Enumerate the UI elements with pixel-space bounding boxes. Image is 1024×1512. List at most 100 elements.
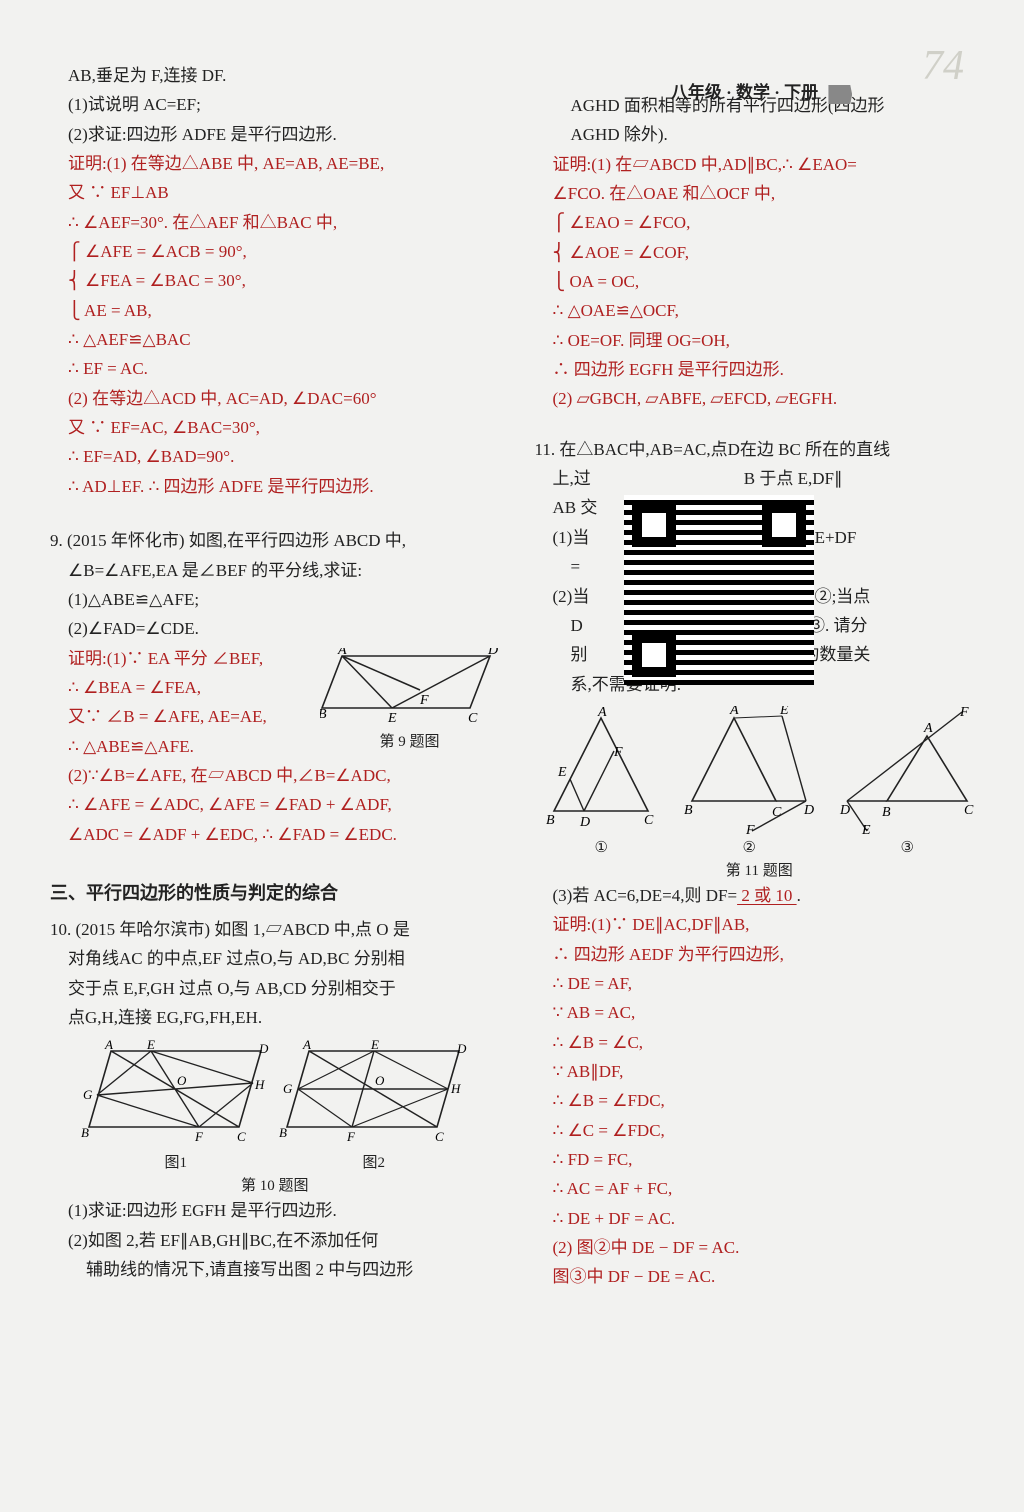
svg-text:E: E bbox=[370, 1039, 379, 1052]
svg-text:E: E bbox=[557, 765, 567, 780]
svg-text:D: D bbox=[803, 803, 814, 818]
q11-answer: ∵ AB = AC, bbox=[535, 1000, 985, 1026]
header-band: 八年级 · 数学 · 下册 bbox=[539, 78, 984, 104]
q11-part3-post: . bbox=[797, 886, 801, 905]
q11-part3: (3)若 AC=6,DE=4,则 DF= 2 或 10 . bbox=[535, 883, 985, 909]
left-column: AB,垂足为 F,连接 DF. (1)试说明 AC=EF; (2)求证:四边形 … bbox=[50, 60, 500, 1294]
q11-part3-pre: (3)若 AC=6,DE=4,则 DF= bbox=[553, 886, 738, 905]
svg-text:F: F bbox=[959, 706, 969, 720]
q8-line: (1)试说明 AC=EF; bbox=[50, 92, 500, 118]
q8-answer: ∴ EF=AD, ∠BAD=90°. bbox=[50, 444, 500, 470]
svg-text:C: C bbox=[772, 805, 782, 820]
svg-text:C: C bbox=[435, 1129, 444, 1144]
svg-text:E: E bbox=[146, 1039, 155, 1052]
q11-fig2: A E B C D F ② bbox=[674, 706, 824, 857]
q9-answer: ∴ ∠AFE = ∠ADC, ∠AFE = ∠FAD + ∠ADF, bbox=[50, 792, 500, 818]
svg-text:A: A bbox=[302, 1039, 311, 1052]
q11-answer: ∴ ∠B = ∠C, bbox=[535, 1030, 985, 1056]
q9-block: 9. (2015 年怀化市) 如图,在平行四边形 ABCD 中, ∠B=∠AFE… bbox=[50, 528, 500, 851]
q10-tail: (1)求证:四边形 EGFH 是平行四边形. bbox=[50, 1198, 500, 1224]
header-arrow-icon bbox=[828, 85, 852, 104]
svg-text:E: E bbox=[861, 823, 871, 836]
q9-figure-label: 第 9 题图 bbox=[320, 730, 500, 751]
q11-stem: 11. 在△BAC中,AB=AC,点D在边 BC 所在的直线 bbox=[535, 437, 985, 463]
header-grade: 八年级 bbox=[671, 83, 722, 102]
svg-text:B: B bbox=[279, 1125, 287, 1140]
q11-answer: ∴ 四边形 AEDF 为平行四边形, bbox=[535, 942, 985, 968]
q8-answer: ⎧ ∠AFE = ∠ACB = 90°, bbox=[50, 239, 500, 265]
q10-answer: 证明:(1) 在▱ABCD 中,AD∥BC,∴ ∠EAO= bbox=[535, 152, 985, 178]
q11-answer: ∵ AB∥DF, bbox=[535, 1059, 985, 1085]
q11-circ1: ① bbox=[536, 838, 666, 857]
q11-answer: ∴ ∠C = ∠FDC, bbox=[535, 1118, 985, 1144]
q10-answer: ⎩ OA = OC, bbox=[535, 269, 985, 295]
q10-fig1-label: 图1 bbox=[81, 1151, 271, 1172]
svg-text:D: D bbox=[487, 648, 498, 658]
q10-tail: 辅助线的情况下,请直接写出图 2 中与四边形 bbox=[50, 1257, 500, 1283]
q11-circ2: ② bbox=[674, 838, 824, 857]
q11-answer: ∴ DE = AF, bbox=[535, 971, 985, 997]
svg-text:B: B bbox=[81, 1125, 89, 1140]
q8-answer: 又 ∵ EF⊥AB bbox=[50, 180, 500, 206]
svg-text:A: A bbox=[923, 721, 933, 736]
q10-answer: ⎨ ∠AOE = ∠COF, bbox=[535, 240, 985, 266]
svg-text:H: H bbox=[254, 1077, 265, 1092]
q8-answer: ∴ AD⊥EF. ∴ 四边形 ADFE 是平行四边形. bbox=[50, 474, 500, 500]
q10-stem: 交于点 E,F,GH 过点 O,与 AB,CD 分别相交于 bbox=[50, 976, 500, 1002]
svg-text:D: D bbox=[258, 1041, 269, 1056]
q10-fig2: A E D G O H B F C 图2 bbox=[279, 1039, 469, 1172]
svg-text:C: C bbox=[644, 813, 654, 828]
q11-answer: ∴ AC = AF + FC, bbox=[535, 1176, 985, 1202]
svg-text:A: A bbox=[104, 1039, 113, 1052]
svg-text:B: B bbox=[684, 803, 693, 818]
q11-figures: A E F B D C ① A E B bbox=[535, 706, 985, 857]
q8-answer: (2) 在等边△ACD 中, AC=AD, ∠DAC=60° bbox=[50, 386, 500, 412]
q8-answer: ⎨ ∠FEA = ∠BAC = 30°, bbox=[50, 268, 500, 294]
svg-text:D: D bbox=[579, 815, 590, 830]
q10-answer: ⎧ ∠EAO = ∠FCO, bbox=[535, 210, 985, 236]
section-3-title: 三、平行四边形的性质与判定的综合 bbox=[50, 879, 500, 905]
q11-answer: ∴ DE + DF = AC. bbox=[535, 1206, 985, 1232]
svg-text:H: H bbox=[450, 1081, 461, 1096]
q9-stem: (2)∠FAD=∠CDE. bbox=[50, 616, 500, 642]
svg-text:F: F bbox=[194, 1129, 204, 1144]
q10-answer: ∴ 四边形 EGFH 是平行四边形. bbox=[535, 357, 985, 383]
svg-text:D: D bbox=[456, 1041, 467, 1056]
svg-text:C: C bbox=[964, 803, 974, 818]
svg-text:G: G bbox=[83, 1087, 93, 1102]
svg-text:F: F bbox=[745, 823, 755, 836]
q10-figures: A E D G O H B F C 图1 bbox=[50, 1039, 500, 1172]
svg-text:A: A bbox=[729, 706, 739, 718]
q9-figure: A D B E F C 第 9 题图 bbox=[320, 648, 500, 751]
qr-code-icon bbox=[624, 495, 814, 685]
q8-answer: 又 ∵ EF=AC, ∠BAC=30°, bbox=[50, 415, 500, 441]
q11-answer: ∴ ∠B = ∠FDC, bbox=[535, 1088, 985, 1114]
q11-circ3: ③ bbox=[832, 838, 982, 857]
svg-text:A: A bbox=[337, 648, 347, 658]
q11-answer: (2) 图②中 DE − DF = AC. bbox=[535, 1235, 985, 1261]
header-volume: 下册 bbox=[784, 83, 818, 102]
q11-answer: 证明:(1)∵ DE∥AC,DF∥AB, bbox=[535, 912, 985, 938]
q8-answer: 证明:(1) 在等边△ABE 中, AE=AB, AE=BE, bbox=[50, 151, 500, 177]
q10-tail: (2)如图 2,若 EF∥AB,GH∥BC,在不添加任何 bbox=[50, 1228, 500, 1254]
svg-text:F: F bbox=[613, 745, 623, 760]
svg-text:E: E bbox=[779, 706, 789, 718]
q8-line: (2)求证:四边形 ADFE 是平行四边形. bbox=[50, 122, 500, 148]
q10-answer: ∠FCO. 在△OAE 和△OCF 中, bbox=[535, 181, 985, 207]
header-subject: 数学 bbox=[736, 83, 770, 102]
q8-answer: ∴ EF = AC. bbox=[50, 356, 500, 382]
q11-stem: 上,过 B 于点 E,DF∥ bbox=[535, 466, 985, 492]
q10-stem: 对角线AC 的中点,EF 过点O,与 AD,BC 分别相 bbox=[50, 946, 500, 972]
q8-answer: ∴ △AEF≌△BAC bbox=[50, 327, 500, 353]
q9-answer: ∠ADC = ∠ADF + ∠EDC, ∴ ∠FAD = ∠EDC. bbox=[50, 822, 500, 848]
q8-answer: ∴ ∠AEF=30°. 在△AEF 和△BAC 中, bbox=[50, 210, 500, 236]
q9-stem: 9. (2015 年怀化市) 如图,在平行四边形 ABCD 中, bbox=[50, 528, 500, 554]
svg-text:O: O bbox=[375, 1073, 385, 1088]
q8-answer: ⎩ AE = AB, bbox=[50, 298, 500, 324]
svg-text:B: B bbox=[882, 805, 891, 820]
q11-fig3: A F D B C E ③ bbox=[832, 706, 982, 857]
q10-stem: 10. (2015 年哈尔滨市) 如图 1,▱ABCD 中,点 O 是 bbox=[50, 917, 500, 943]
svg-text:O: O bbox=[177, 1073, 187, 1088]
svg-text:C: C bbox=[468, 711, 478, 726]
q10-answer: ∴ OE=OF. 同理 OG=OH, bbox=[535, 328, 985, 354]
